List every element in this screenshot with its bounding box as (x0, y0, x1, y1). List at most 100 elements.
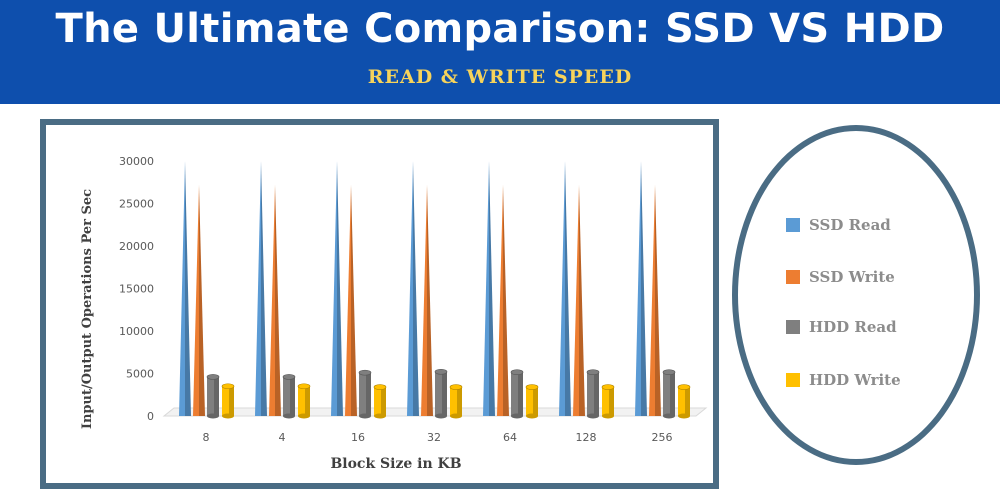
bar-shade (427, 184, 433, 416)
bar-shade (199, 184, 205, 416)
legend-swatch-hdd-read (786, 320, 800, 334)
legend-label: HDD Read (809, 318, 897, 336)
x-tick-label: 128 (576, 431, 597, 444)
legend-swatch-ssd-write (786, 270, 800, 284)
bar-shade (503, 184, 509, 416)
bar-base (450, 413, 462, 419)
bar-top (206, 374, 220, 380)
bar-base (526, 413, 538, 419)
bar-top (586, 369, 600, 376)
bar-top (677, 384, 691, 390)
x-tick-label: 4 (279, 431, 286, 444)
bar-base (678, 413, 690, 419)
y-axis-label: Input/Output Operations Per Sec (80, 188, 96, 430)
bar-ssd-write (649, 184, 655, 416)
y-tick-label: 5000 (126, 368, 154, 381)
bar-top (510, 369, 524, 376)
x-tick-label: 32 (427, 431, 441, 444)
y-tick-label: 30000 (119, 155, 154, 168)
bar-base (359, 413, 371, 419)
bar-shade (214, 376, 219, 416)
bar-shade (489, 161, 495, 416)
legend-swatch-ssd-read (786, 218, 800, 232)
bar-shade (442, 371, 447, 416)
legend-label: SSD Read (809, 216, 891, 234)
page-subtitle: READ & WRITE SPEED (367, 66, 633, 88)
bar-ssd-read (255, 161, 261, 416)
legend-swatch-hdd-write (786, 373, 800, 387)
bar-shade (337, 161, 343, 416)
bar-top (282, 374, 296, 380)
x-tick-label: 16 (351, 431, 365, 444)
bar-top (358, 369, 372, 376)
bar-shade (533, 387, 538, 416)
bar-shade (351, 184, 357, 416)
chart-panel: 0 5000 10000 15000 20000 25000 30000 8 4 16 32 64 12… (40, 119, 719, 489)
bar-shade (229, 386, 234, 416)
bar-top (525, 384, 539, 390)
bar-top (449, 384, 463, 390)
bar-shade (275, 184, 281, 416)
bar-base (222, 413, 234, 419)
bar-shade (641, 161, 647, 416)
y-tick-label: 0 (147, 410, 154, 423)
y-tick-label: 15000 (119, 283, 154, 296)
bar-ssd-write (193, 184, 199, 416)
bar-shade (366, 372, 371, 416)
bar-top (662, 369, 676, 376)
bar-shade (381, 387, 386, 416)
bar-ssd-read (407, 161, 413, 416)
bar-shade (685, 387, 690, 416)
bar-shade (305, 386, 310, 416)
x-tick-label: 64 (503, 431, 517, 444)
bar-shade (413, 161, 419, 416)
bar-shade (609, 387, 614, 416)
bar-shade (579, 184, 585, 416)
legend-item-ssd-write: SSD Write (786, 267, 895, 287)
bar-base (602, 413, 614, 419)
bar-ssd-read (483, 161, 489, 416)
bar-ssd-write (497, 184, 503, 416)
bar-shade (518, 372, 523, 416)
bar-ssd-read (179, 161, 185, 416)
bar-ssd-write (573, 184, 579, 416)
legend-label: SSD Write (809, 268, 895, 286)
x-tick-label: 256 (652, 431, 673, 444)
x-axis-label: Block Size in KB (330, 456, 462, 472)
bar-ssd-write (345, 184, 351, 416)
bar-ssd-write (269, 184, 275, 416)
bar-ssd-read (331, 161, 337, 416)
bar-base (663, 413, 675, 419)
bar-shade (457, 387, 462, 416)
chart-plot: 0 5000 10000 15000 20000 25000 30000 8 4 16 32 64 12… (119, 155, 708, 444)
y-tick-label: 20000 (119, 240, 154, 253)
y-tick-label: 10000 (119, 325, 154, 338)
legend-label: HDD Write (809, 371, 901, 389)
bar-ssd-write (421, 184, 427, 416)
bar-base (207, 413, 219, 419)
legend-item-hdd-write: HDD Write (786, 370, 901, 390)
bar-shade (290, 376, 295, 416)
y-axis-label-box: Input/Output Operations Per Sec (56, 189, 120, 429)
bar-base (435, 413, 447, 419)
bar-base (374, 413, 386, 419)
bar-top (373, 384, 387, 390)
legend-item-ssd-read: SSD Read (786, 215, 891, 235)
bar-top (297, 383, 311, 390)
x-tick-label: 8 (203, 431, 210, 444)
header-banner: The Ultimate Comparison: SSD VS HDD READ… (0, 0, 1000, 104)
bar-shade (594, 372, 599, 416)
bar-shade (565, 161, 571, 416)
bar-top (221, 383, 235, 390)
bar-top (434, 369, 448, 375)
bar-top (601, 384, 615, 390)
bar-ssd-read (559, 161, 565, 416)
bar-base (298, 413, 310, 419)
bar-shade (655, 184, 661, 416)
bar-base (511, 413, 523, 419)
page-title: The Ultimate Comparison: SSD VS HDD (55, 6, 945, 52)
bar-ssd-read (635, 161, 641, 416)
y-tick-label: 25000 (119, 198, 154, 211)
bar-shade (261, 161, 267, 416)
bar-base (283, 413, 295, 419)
